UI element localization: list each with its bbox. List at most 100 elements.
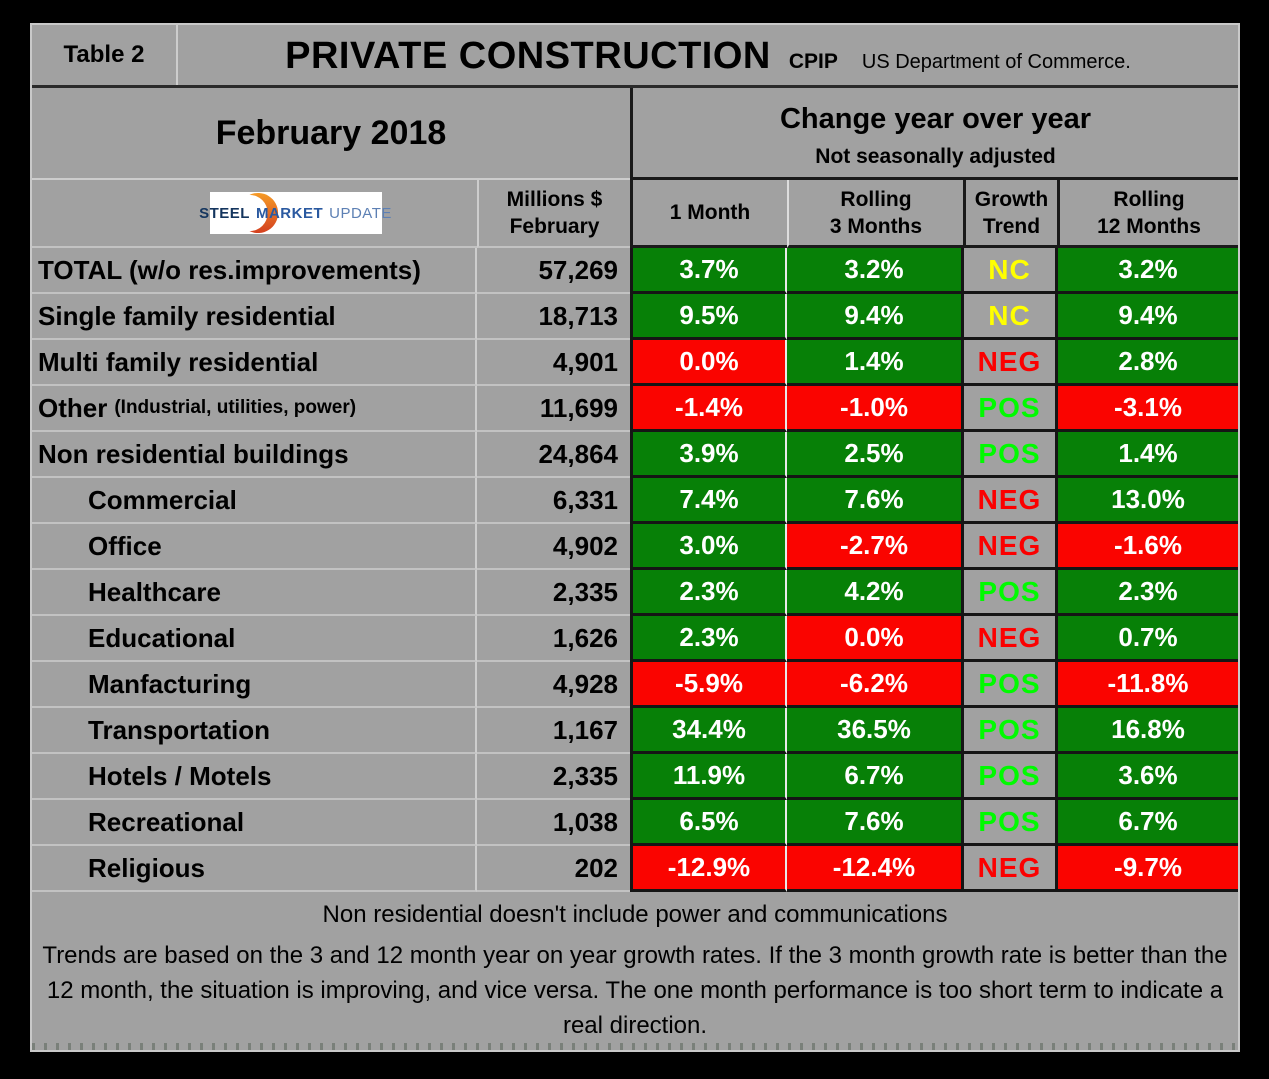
cell-rolling-12-months: -9.7% — [1058, 846, 1238, 892]
logo-crescent-icon — [249, 192, 278, 234]
period-label: February 2018 — [32, 88, 630, 180]
row-label-text: Recreational — [88, 806, 245, 837]
table-row: Educational 1,626 2.3% 0.0% NEG 0.7% — [32, 616, 1238, 662]
table-row: Healthcare 2,335 2.3% 4.2% POS 2.3% — [32, 570, 1238, 616]
cell-millions: 4,928 — [477, 662, 630, 708]
cell-rolling-3-months: -2.7% — [787, 524, 961, 570]
cell-1-month: -5.9% — [630, 662, 787, 708]
row-label: Hotels / Motels — [32, 754, 477, 800]
cell-millions: 4,901 — [477, 340, 630, 386]
cell-millions: 11,699 — [477, 386, 630, 432]
row-label: Manfacturing — [32, 662, 477, 708]
column-header-rolling-12-months: Rolling 12 Months — [1060, 180, 1238, 248]
row-label: Healthcare — [32, 570, 477, 616]
table-row: Hotels / Motels 2,335 11.9% 6.7% POS 3.6% — [32, 754, 1238, 800]
row-label: Educational — [32, 616, 477, 662]
table-body: TOTAL (w/o res.improvements) 57,269 3.7% 3.… — [32, 248, 1238, 892]
row-label: Non residential buildings — [32, 432, 477, 478]
cell-1-month: 3.9% — [630, 432, 787, 478]
row-label-text: TOTAL (w/o res.improvements) — [38, 254, 421, 285]
cell-rolling-3-months: 1.4% — [787, 340, 961, 386]
row-label: TOTAL (w/o res.improvements) — [32, 248, 477, 294]
row-label-text: Religious — [88, 852, 206, 883]
cell-1-month: 6.5% — [630, 800, 787, 846]
cpip-label: CPIP — [788, 50, 838, 73]
cell-rolling-3-months: 9.4% — [787, 294, 961, 340]
column-header-millions: Millions $ February — [477, 180, 630, 248]
cell-growth-trend: NEG — [961, 478, 1058, 524]
cell-growth-trend: POS — [961, 708, 1058, 754]
cell-rolling-12-months: 6.7% — [1058, 800, 1238, 846]
column-header-rolling-3-months: Rolling 3 Months — [787, 180, 963, 248]
change-header-cell: Change year over year Not seasonally adj… — [630, 88, 1238, 180]
cell-1-month: 11.9% — [630, 754, 787, 800]
cell-millions: 24,864 — [477, 432, 630, 478]
cell-rolling-12-months: 2.8% — [1058, 340, 1238, 386]
cell-millions: 2,335 — [477, 570, 630, 616]
cell-1-month: 2.3% — [630, 570, 787, 616]
page-title: PRIVATE CONSTRUCTION — [285, 35, 771, 77]
cell-rolling-12-months: 3.6% — [1058, 754, 1238, 800]
cell-rolling-12-months: 9.4% — [1058, 294, 1238, 340]
row-label-note: (Industrial, utilities, power) — [114, 397, 357, 418]
cell-growth-trend: NEG — [961, 616, 1058, 662]
row-label-text: Educational — [88, 622, 236, 653]
cell-rolling-12-months: -11.8% — [1058, 662, 1238, 708]
cell-rolling-3-months: 6.7% — [787, 754, 961, 800]
logo-word-market: MARKET — [255, 204, 324, 222]
row-label: Transportation — [32, 708, 477, 754]
cell-millions: 4,902 — [477, 524, 630, 570]
cell-rolling-3-months: 3.2% — [787, 248, 961, 294]
cell-growth-trend: NEG — [961, 340, 1058, 386]
row-label: Recreational — [32, 800, 477, 846]
cutoff-row-strip — [32, 1043, 1238, 1050]
table-row: Non residential buildings 24,864 3.9% 2.5% P… — [32, 432, 1238, 478]
cell-rolling-3-months: -12.4% — [787, 846, 961, 892]
cell-millions: 57,269 — [477, 248, 630, 294]
cell-millions: 18,713 — [477, 294, 630, 340]
table-row: Transportation 1,167 34.4% 36.5% POS 16.8% — [32, 708, 1238, 754]
cell-rolling-12-months: 1.4% — [1058, 432, 1238, 478]
cell-millions: 1,038 — [477, 800, 630, 846]
row-label-text: Manfacturing — [88, 668, 252, 699]
cell-millions: 202 — [477, 846, 630, 892]
cell-growth-trend: POS — [961, 386, 1058, 432]
column-header-growth-trend: Growth Trend — [963, 180, 1060, 248]
cell-rolling-3-months: 7.6% — [787, 478, 961, 524]
row-label: Religious — [32, 846, 477, 892]
table-number-label: Table 2 — [32, 25, 178, 85]
cell-growth-trend: NC — [961, 294, 1058, 340]
cell-1-month: 7.4% — [630, 478, 787, 524]
cell-rolling-12-months: -1.6% — [1058, 524, 1238, 570]
logo-word-update: UPDATE — [329, 204, 392, 222]
logo-cell: STEEL MARKET UPDATE — [32, 180, 477, 248]
title-band: Table 2 PRIVATE CONSTRUCTION CPIP US Dep… — [32, 25, 1238, 88]
cell-1-month: 2.3% — [630, 616, 787, 662]
cell-rolling-12-months: -3.1% — [1058, 386, 1238, 432]
cell-rolling-3-months: 2.5% — [787, 432, 961, 478]
cell-rolling-3-months: 0.0% — [787, 616, 961, 662]
cell-millions: 1,626 — [477, 616, 630, 662]
cell-growth-trend: POS — [961, 662, 1058, 708]
row-label-text: Transportation — [88, 714, 271, 745]
cell-growth-trend: NEG — [961, 846, 1058, 892]
row-label-text: Hotels / Motels — [88, 760, 272, 791]
cell-rolling-12-months: 3.2% — [1058, 248, 1238, 294]
steel-market-update-logo: STEEL MARKET UPDATE — [199, 192, 391, 234]
table-row: Single family residential 18,713 9.5% 9.4% N… — [32, 294, 1238, 340]
title-cell: PRIVATE CONSTRUCTION CPIP US Department … — [178, 25, 1238, 85]
cell-rolling-3-months: 36.5% — [787, 708, 961, 754]
cell-growth-trend: NEG — [961, 524, 1058, 570]
cell-rolling-12-months: 2.3% — [1058, 570, 1238, 616]
spreadsheet: Table 2 PRIVATE CONSTRUCTION CPIP US Dep… — [30, 23, 1240, 1052]
cell-rolling-3-months: 7.6% — [787, 800, 961, 846]
cell-rolling-3-months: -1.0% — [787, 386, 961, 432]
row-label: Office — [32, 524, 477, 570]
cell-rolling-3-months: -6.2% — [787, 662, 961, 708]
logo-word-steel: STEEL — [199, 204, 250, 222]
cell-rolling-3-months: 4.2% — [787, 570, 961, 616]
table-row: Manfacturing 4,928 -5.9% -6.2% POS -11.8% — [32, 662, 1238, 708]
agency-label: US Department of Commerce. — [861, 51, 1131, 73]
cell-1-month: 3.7% — [630, 248, 787, 294]
